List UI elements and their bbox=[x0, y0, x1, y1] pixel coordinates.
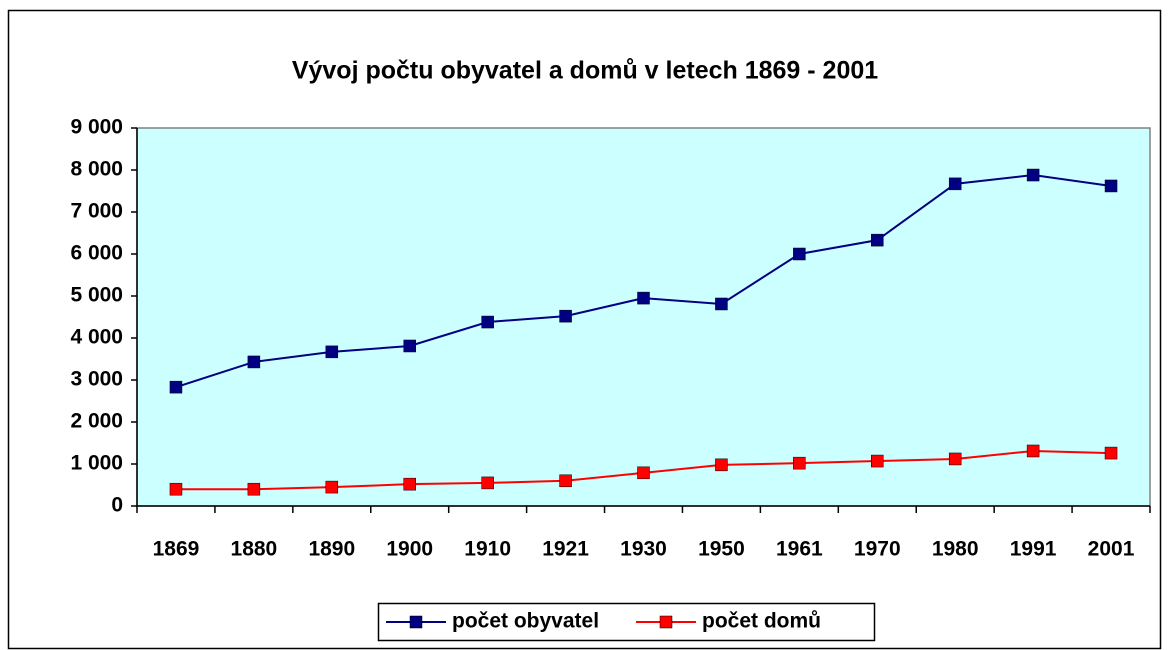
point-marker bbox=[169, 380, 183, 394]
legend-marker bbox=[659, 615, 673, 629]
legend-marker bbox=[409, 615, 423, 629]
point-marker bbox=[1104, 446, 1118, 460]
point-marker bbox=[481, 476, 494, 490]
x-tick-label: 1900 bbox=[386, 538, 433, 561]
x-tick-label: 1890 bbox=[308, 538, 355, 561]
chart-title: Vývoj počtu obyvatel a domů v letech 186… bbox=[292, 57, 878, 85]
point-marker bbox=[403, 477, 416, 491]
point-marker bbox=[325, 345, 339, 359]
point-marker bbox=[637, 466, 650, 480]
x-tick-label: 1991 bbox=[1010, 538, 1057, 561]
x-tick-label: 1961 bbox=[776, 538, 823, 561]
y-tick-label: 9 000 bbox=[70, 116, 123, 139]
point-marker bbox=[871, 233, 884, 247]
y-tick-label: 0 bbox=[111, 494, 123, 517]
x-tick-label: 2001 bbox=[1088, 538, 1135, 561]
y-tick-label: 2 000 bbox=[70, 410, 123, 433]
y-tick-label: 6 000 bbox=[70, 242, 123, 265]
x-tick-label: 1930 bbox=[620, 538, 667, 561]
y-tick-label: 7 000 bbox=[70, 200, 123, 223]
point-marker bbox=[325, 480, 339, 494]
y-tick-label: 4 000 bbox=[70, 326, 123, 349]
point-marker bbox=[1104, 179, 1118, 193]
x-tick-label: 1970 bbox=[854, 538, 901, 561]
point-marker bbox=[637, 291, 650, 305]
point-marker bbox=[403, 339, 416, 353]
point-marker bbox=[1026, 168, 1040, 182]
y-tick-label: 8 000 bbox=[70, 158, 123, 181]
point-marker bbox=[247, 482, 261, 496]
point-marker bbox=[481, 315, 494, 329]
legend-label: počet obyvatel bbox=[452, 610, 599, 633]
y-tick-label: 5 000 bbox=[70, 284, 123, 307]
point-marker bbox=[247, 355, 261, 369]
plot-area bbox=[136, 127, 1151, 507]
point-marker bbox=[948, 177, 962, 191]
x-tick-label: 1880 bbox=[231, 538, 278, 561]
legend-box bbox=[377, 602, 876, 642]
y-tick-label: 1 000 bbox=[70, 452, 123, 475]
x-tick-label: 1910 bbox=[464, 538, 511, 561]
point-marker bbox=[793, 247, 806, 261]
x-tick-label: 1980 bbox=[932, 538, 979, 561]
point-marker bbox=[715, 458, 728, 472]
legend-label: počet domů bbox=[702, 610, 821, 633]
x-tick-label: 1950 bbox=[698, 538, 745, 561]
point-marker bbox=[871, 454, 884, 468]
point-marker bbox=[559, 309, 572, 323]
point-marker bbox=[169, 482, 183, 496]
point-marker bbox=[948, 452, 962, 466]
point-marker bbox=[793, 456, 806, 470]
point-marker bbox=[559, 474, 572, 488]
point-marker bbox=[1026, 444, 1040, 458]
point-marker bbox=[715, 297, 728, 311]
y-tick-label: 3 000 bbox=[70, 368, 123, 391]
x-tick-label: 1921 bbox=[542, 538, 589, 561]
x-tick-label: 1869 bbox=[153, 538, 200, 561]
